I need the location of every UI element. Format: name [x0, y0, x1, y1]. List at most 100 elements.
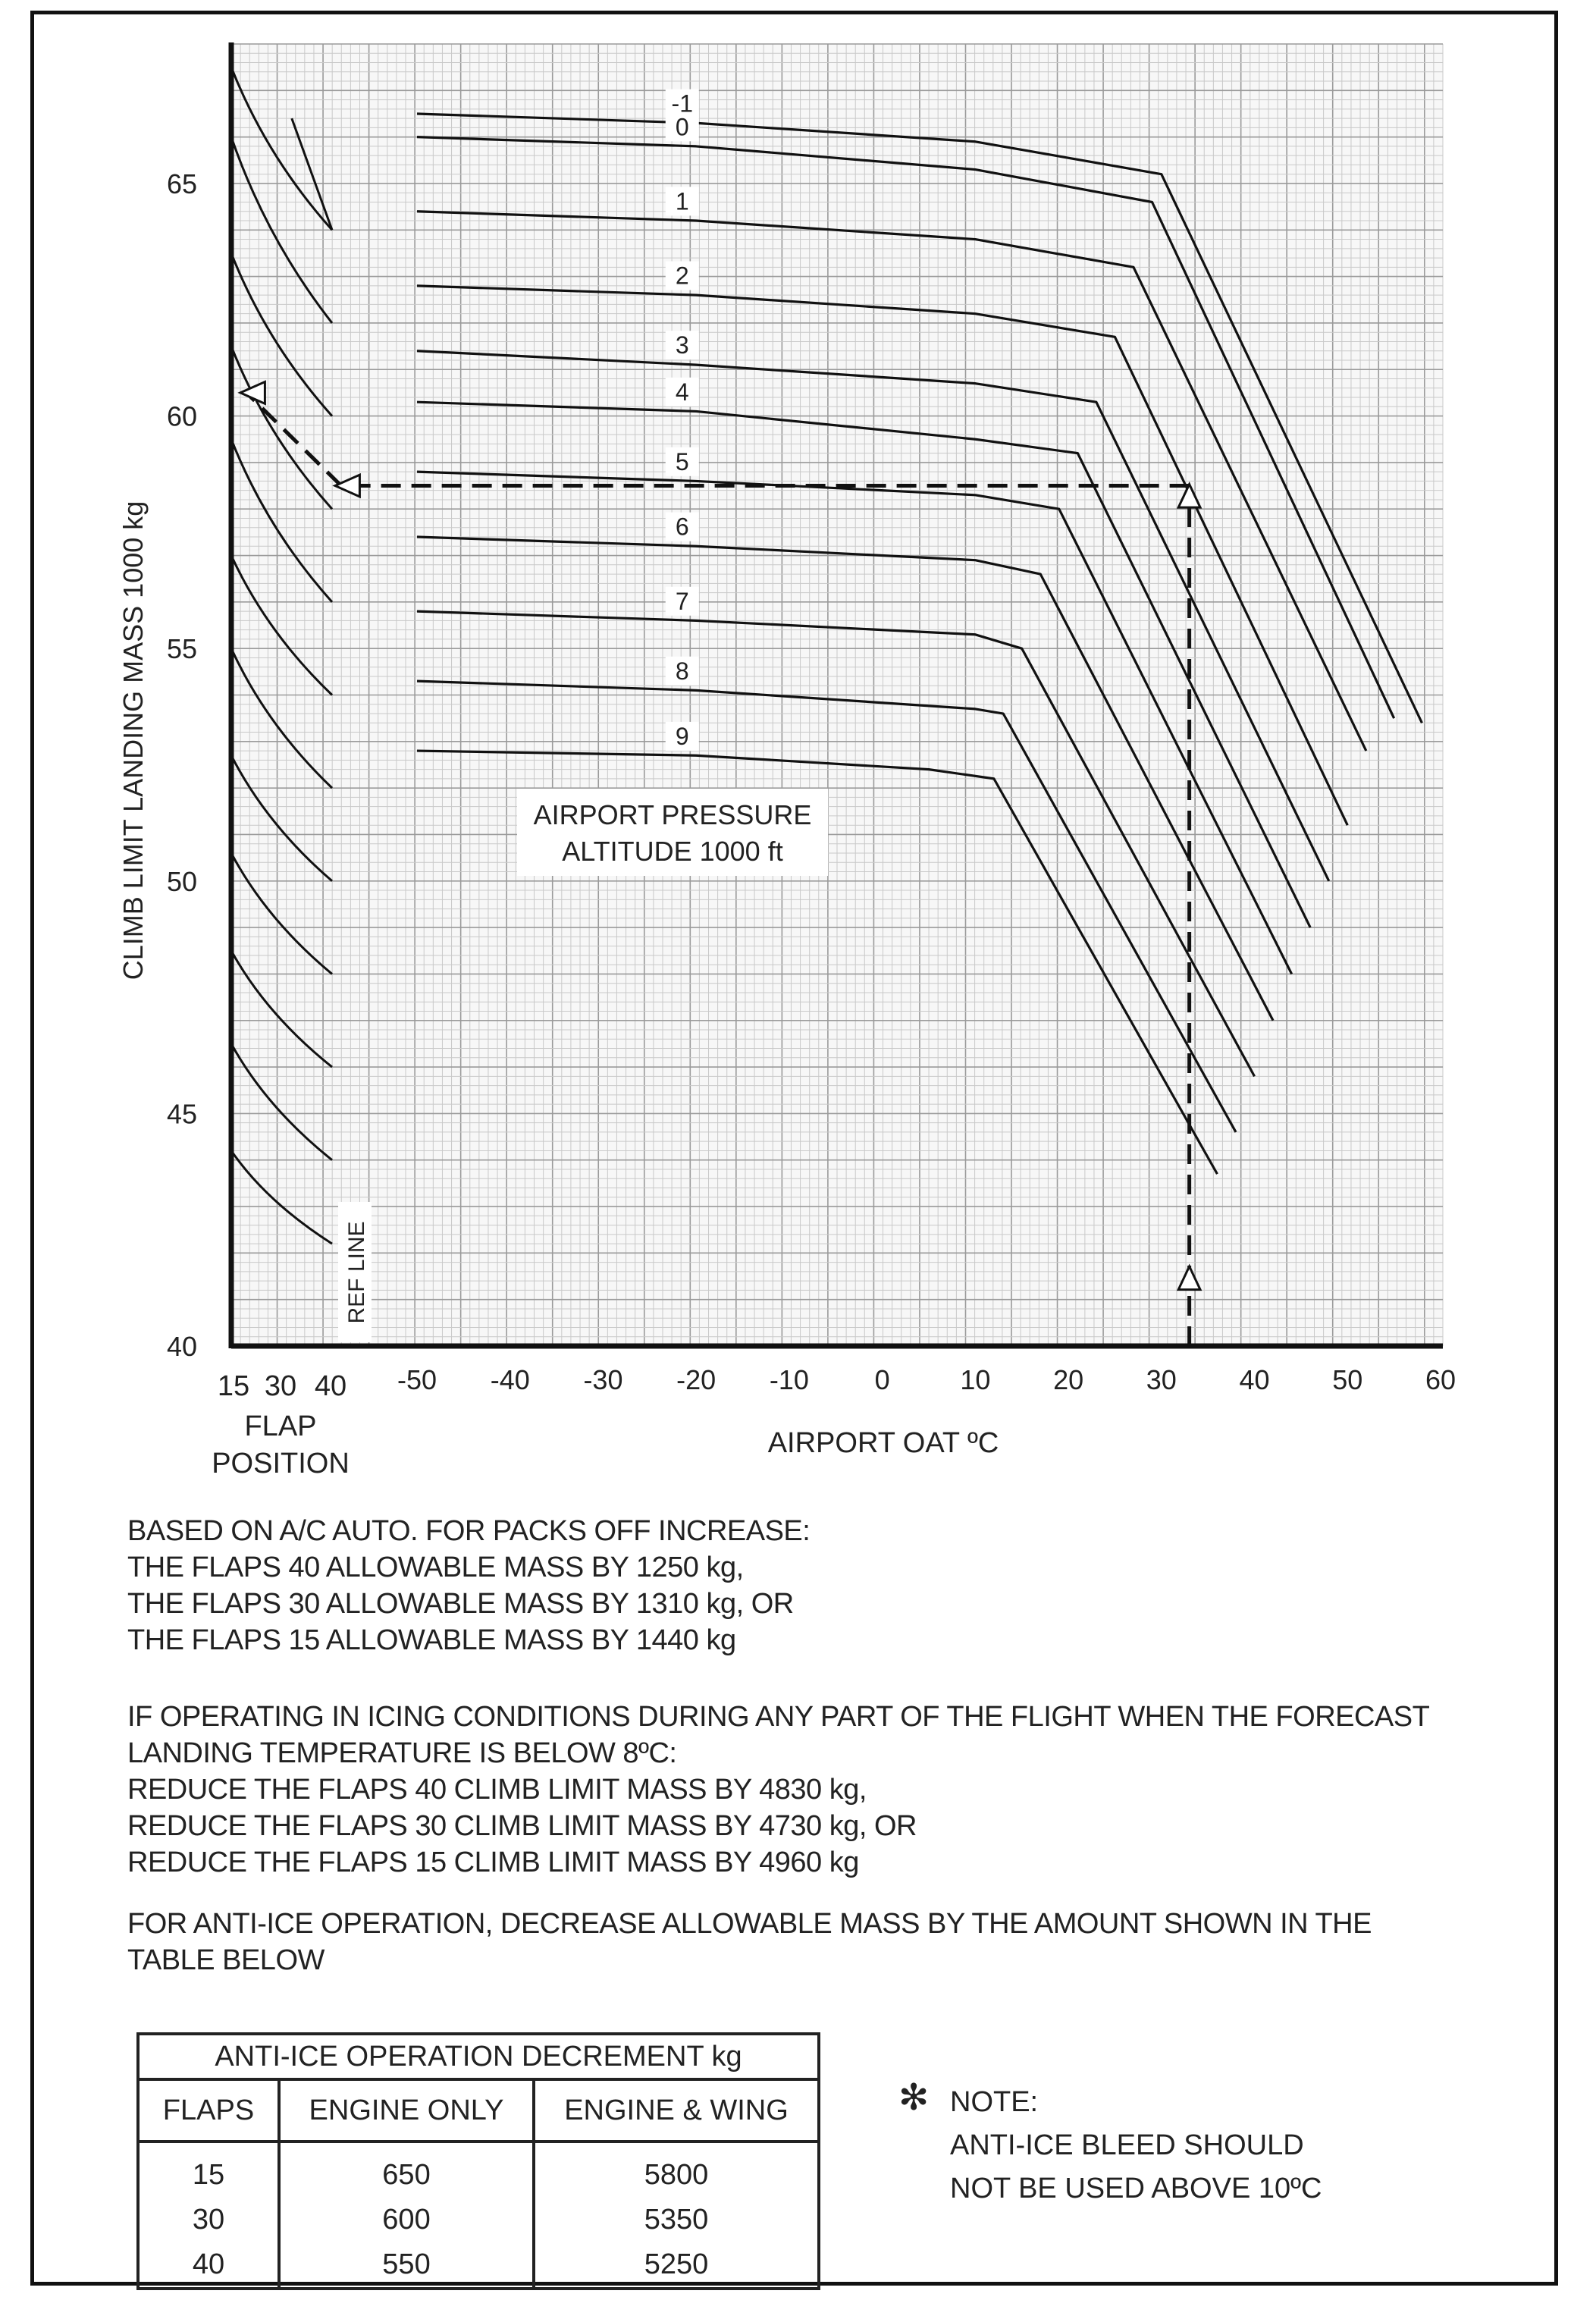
flap-curve — [230, 950, 333, 1068]
table-row: 40 550 5250 — [138, 2242, 819, 2289]
flap-axis-label: FLAP — [244, 1410, 316, 1442]
series-label-bg — [665, 512, 699, 541]
arrow-left-icon — [332, 472, 361, 499]
note-line: REDUCE THE FLAPS 30 CLIMB LIMIT MASS BY … — [127, 1810, 917, 1842]
series-label-1: 0 — [676, 113, 689, 140]
y-tick-label: 65 — [167, 168, 197, 199]
chart-grid — [230, 43, 1444, 1347]
legend-title-bg — [517, 789, 828, 876]
altitude-curve-2 — [416, 210, 1368, 752]
flap-curve — [230, 253, 334, 417]
x-axis-label: AIRPORT OAT ºC — [768, 1427, 999, 1459]
altitude-curve-6 — [416, 470, 1293, 975]
flap-axis-label: POSITION — [212, 1448, 350, 1479]
flap-curve — [230, 1150, 333, 1245]
note-line: THE FLAPS 30 ALLOWABLE MASS BY 1310 kg, … — [127, 1588, 794, 1620]
series-label-bg — [665, 586, 699, 616]
series-label-bg — [665, 261, 699, 290]
note-line: NOTE: — [950, 2086, 1039, 2118]
table-row: 30 600 5350 — [138, 2198, 819, 2242]
table-header-engine-only: ENGINE ONLY — [277, 2079, 534, 2143]
table-cell: 600 — [277, 2198, 534, 2242]
note-line: IF OPERATING IN ICING CONDITIONS DURING … — [127, 1701, 1430, 1733]
table-cell: 40 — [192, 2248, 225, 2280]
x-tick-label: 30 — [1146, 1364, 1177, 1395]
note-line: LANDING TEMPERATURE IS BELOW 8ºC: — [127, 1737, 677, 1769]
x-tick-label: -20 — [676, 1364, 716, 1395]
flap-curve — [230, 67, 334, 231]
x-tick-label: 0 — [875, 1364, 890, 1395]
x-tick-label: -40 — [491, 1364, 530, 1395]
series-label-bg — [665, 331, 699, 360]
x-tick-label: 10 — [960, 1364, 990, 1395]
note-line: ANTI-ICE BLEED SHOULD — [950, 2129, 1304, 2161]
table-cell: 650 — [277, 2142, 534, 2198]
arrow-up-icon — [1176, 1263, 1202, 1291]
flap-tick-label: 30 — [265, 1370, 296, 1402]
series-label-bg — [665, 447, 699, 476]
table-cell: 15 — [192, 2159, 225, 2191]
flap-curve — [230, 438, 334, 603]
series-label-7: 6 — [676, 513, 689, 541]
series-label-4: 3 — [676, 331, 689, 359]
note-line: BASED ON A/C AUTO. FOR PACKS OFF INCREAS… — [127, 1515, 811, 1547]
altitude-curve-9 — [416, 679, 1237, 1133]
anti-ice-note: FOR ANTI-ICE OPERATION, DECREASE ALLOWAB… — [127, 1906, 1372, 1978]
series-label-5: 4 — [676, 378, 689, 406]
flap-curve — [230, 1043, 333, 1161]
example-path — [237, 380, 1202, 1346]
series-label-10: 9 — [676, 723, 689, 750]
flap-tick-label: 15 — [218, 1370, 249, 1402]
altitude-curve-0 — [416, 112, 1423, 723]
flap-curve — [230, 136, 334, 324]
series-label-2: 1 — [676, 187, 689, 215]
altitude-curve-7 — [416, 535, 1275, 1021]
altitude-curve-10 — [416, 749, 1218, 1175]
ref-line-label: REF LINE — [344, 1221, 369, 1323]
flap-curve — [230, 755, 333, 882]
series-label-6: 5 — [676, 448, 689, 475]
x-tick-label: 60 — [1425, 1364, 1456, 1395]
table-cell: 5350 — [532, 2198, 819, 2242]
flap-curve — [290, 118, 334, 231]
table-row: 15 650 5800 — [138, 2142, 819, 2198]
legend-title: ALTITUDE 1000 ft — [562, 836, 782, 867]
table-header-engine-wing: ENGINE & WING — [532, 2079, 819, 2143]
x-tick-label: -10 — [770, 1364, 809, 1395]
y-axis-label: CLIMB LIMIT LANDING MASS 1000 kg — [118, 501, 149, 981]
note-line: TABLE BELOW — [127, 1944, 325, 1976]
anti-ice-decrement-table: ANTI-ICE OPERATION DECREMENT kg FLAPS EN… — [136, 2032, 820, 2290]
altitude-curve-8 — [416, 610, 1256, 1078]
altitude-curve-1 — [416, 136, 1396, 719]
y-tick-label: 50 — [167, 866, 197, 897]
note-line: THE FLAPS 40 ALLOWABLE MASS BY 1250 kg, — [127, 1552, 744, 1583]
series-label-bg — [665, 112, 699, 142]
y-tick-label: 55 — [167, 633, 197, 664]
icing-note: IF OPERATING IN ICING CONDITIONS DURING … — [127, 1699, 1430, 1881]
table-cell: 550 — [277, 2242, 534, 2289]
flap-curve — [230, 648, 334, 789]
x-tick-label: 50 — [1332, 1364, 1362, 1395]
table-cell: 5250 — [532, 2242, 819, 2289]
table-header-flaps: FLAPS — [138, 2079, 279, 2143]
note-line: REDUCE THE FLAPS 40 CLIMB LIMIT MASS BY … — [127, 1774, 867, 1806]
flap-tick-label: 40 — [315, 1370, 346, 1402]
flap-curve — [230, 346, 334, 510]
note-line: REDUCE THE FLAPS 15 CLIMB LIMIT MASS BY … — [127, 1847, 859, 1878]
note-line: NOT BE USED ABOVE 10ºC — [950, 2173, 1322, 2204]
x-tick-label: -50 — [397, 1364, 437, 1395]
series-label-8: 7 — [676, 588, 689, 615]
y-tick-label: 60 — [167, 401, 197, 432]
packs-off-note: BASED ON A/C AUTO. FOR PACKS OFF INCREAS… — [127, 1513, 811, 1658]
asterisk-icon: ✻ — [898, 2078, 930, 2118]
series-label-bg — [665, 187, 699, 216]
flap-curves — [230, 67, 334, 1245]
altitude-curve-4 — [416, 350, 1331, 882]
series-label-9: 8 — [676, 657, 689, 685]
ref-line-bg — [338, 1202, 372, 1342]
altitude-curve-5 — [416, 400, 1312, 928]
example-flap-line — [245, 391, 343, 488]
legend-title: AIRPORT PRESSURE — [534, 799, 812, 830]
